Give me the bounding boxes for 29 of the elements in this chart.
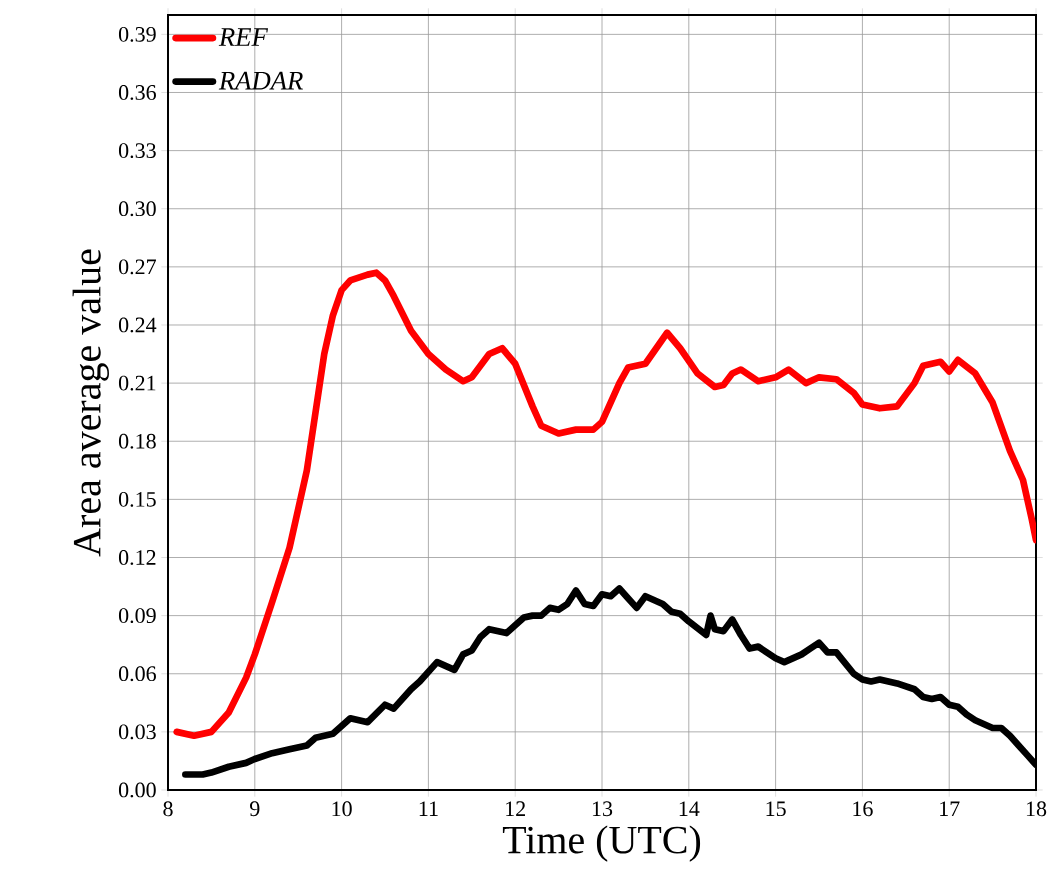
- x-tick-label: 12: [506, 801, 525, 816]
- x-tick-label: 13: [592, 801, 613, 817]
- x-tick-label: 17: [940, 801, 960, 816]
- x-tick-label: 10: [332, 801, 352, 817]
- y-tick-label: 0.24: [118, 317, 157, 333]
- y-tick-label: 0.15: [118, 491, 156, 507]
- y-tick-label: 0.12: [118, 550, 156, 565]
- y-tick-label: 0.36: [118, 85, 156, 100]
- x-tick-label: 14: [679, 801, 700, 816]
- y-axis-title: Area average value: [72, 249, 109, 557]
- y-tick-label: 0.33: [118, 143, 156, 159]
- y-tick-label: 0.06: [118, 666, 156, 682]
- y-tick-label: 0.27: [118, 259, 156, 275]
- y-tick-label: 0.09: [118, 608, 156, 624]
- y-tick-label: 0.18: [118, 433, 156, 449]
- y-tick-label: 0.39: [118, 26, 156, 42]
- y-tick-label: 0.00: [118, 782, 156, 798]
- legend-label: REF: [218, 28, 269, 46]
- y-tick-label: 0.03: [118, 724, 156, 740]
- x-tick-label: 9: [250, 801, 260, 817]
- x-tick-label: 16: [853, 801, 873, 817]
- y-tick-label: 0.30: [118, 201, 156, 217]
- x-axis-title: Time (UTC): [502, 825, 701, 862]
- x-tick-label: 15: [766, 801, 786, 817]
- legend-label: RADAR: [218, 71, 303, 90]
- x-tick-label: 8: [163, 801, 173, 817]
- x-tick-label: 18: [1026, 801, 1047, 817]
- y-tick-label: 0.21: [118, 375, 156, 391]
- x-tick-label: 11: [419, 801, 438, 816]
